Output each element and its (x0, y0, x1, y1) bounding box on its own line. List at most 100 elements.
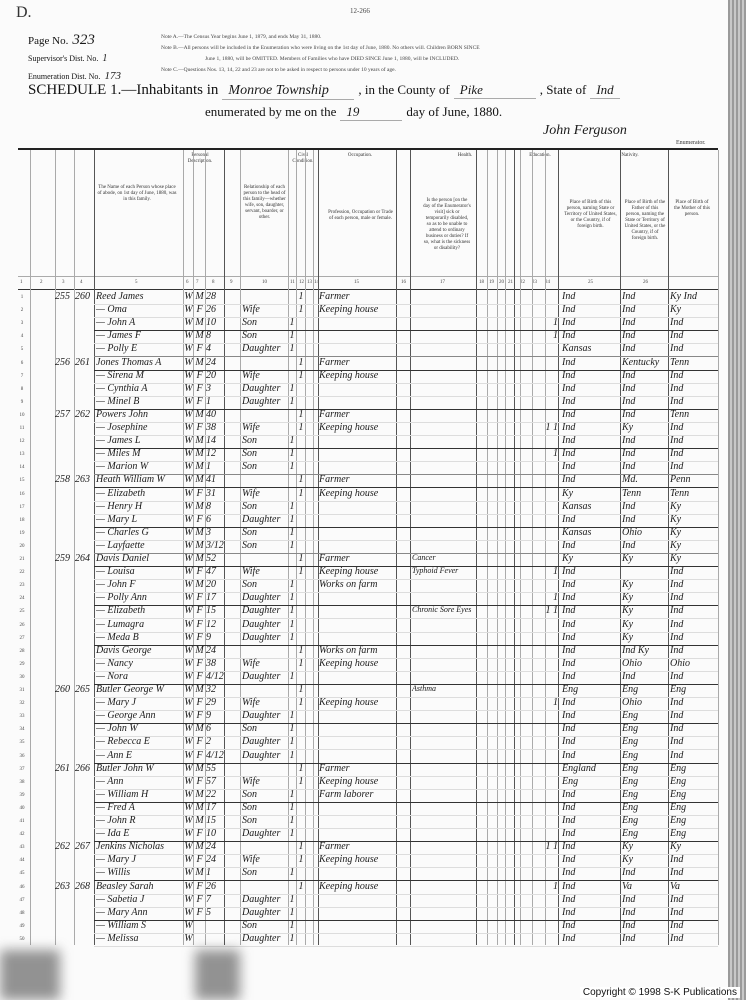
cell-sex: M (195, 291, 204, 302)
cell-color: W (184, 788, 193, 800)
cell-birth: Ind (562, 291, 576, 302)
census-row: 26 — Lumagra W F 12 Daughter 1 Ind Ky Ind (0, 619, 728, 633)
cell-relation: Son (242, 919, 257, 931)
cell-mother: Ind (670, 330, 684, 342)
cell-color: W (184, 369, 193, 381)
cell-father: Eng (622, 749, 639, 761)
cell-name: Butler John W (96, 762, 154, 774)
cell-father: Eng (622, 710, 639, 722)
cell-health: Chronic Sore Eyes (412, 605, 472, 615)
cell-name: — Mary L (96, 513, 138, 525)
cell-sex: M (195, 317, 204, 329)
desc-name: The Name of each Person whose place of a… (97, 185, 177, 202)
column-number: 4 (80, 280, 83, 285)
column-number: 19 (489, 280, 494, 285)
cell-birth: Ind (562, 330, 576, 342)
cell-birth: Ind (562, 932, 576, 944)
cell-name: — Sirena M (96, 369, 144, 381)
cell-age: 3 (206, 382, 211, 394)
cell-relation: Daughter (242, 736, 281, 748)
column-rule (313, 150, 314, 945)
cell-relation: Son (242, 539, 257, 551)
cell-mother: Ky (670, 500, 682, 512)
cell-family: 268 (75, 880, 90, 892)
cell-mother: Ind (670, 644, 684, 656)
cell-birth: Eng (562, 684, 579, 695)
cell-name: Reed James (96, 291, 144, 302)
cell-father: Ky (622, 579, 634, 591)
cell-color: W (184, 657, 193, 669)
cell-name: — Nora (96, 670, 128, 682)
cell-age: 24 (206, 644, 216, 656)
desc-relationship: Relationship of each person to the head … (243, 185, 286, 220)
column-rule (288, 150, 289, 945)
cell-name: — Willis (96, 867, 131, 879)
column-number: 16 (401, 280, 406, 285)
cell-father: Ind (622, 291, 636, 302)
cell-married: 1 (298, 474, 304, 486)
cell-mother: Penn (670, 474, 691, 486)
cell-name: — Nancy (96, 657, 133, 669)
cell-dwelling: 261 (55, 762, 70, 774)
column-number: 8 (212, 280, 215, 285)
cell-line: 45 (19, 871, 25, 877)
cell-sex: M (195, 461, 204, 473)
cell-mother: Ind (670, 605, 684, 617)
cell-father: Ky (622, 841, 634, 853)
schedule-label: SCHEDULE 1.—Inhabitants in (28, 82, 219, 98)
census-row: 28 Davis George W M 24 1 Works on farm Ind Ind K… (0, 644, 728, 659)
cell-age: 14 (206, 435, 216, 447)
cell-age: 9 (206, 631, 211, 643)
census-row: 13 — Miles M W M 12 Son 1 1 Ind Ind Ind (0, 448, 728, 463)
cell-age: 3 (206, 526, 211, 538)
census-row: 29 — Nancy W F 38 Wife 1 Keeping house Ind Ohio Oh… (0, 657, 728, 672)
census-row: 39 — William H W M 22 Son 1 Farm laborer Ind Eng E… (0, 788, 728, 803)
cell-sex: M (195, 684, 204, 695)
cell-birth: Ind (562, 644, 576, 656)
cell-mother: Ky (670, 526, 682, 538)
cell-line: 29 (19, 661, 25, 667)
cell-sex: F (196, 749, 203, 761)
cell-father: Eng (622, 788, 639, 800)
cell-father: Ind (622, 448, 636, 460)
cell-age: 24 (206, 854, 216, 866)
cell-health: Cancer (412, 553, 436, 562)
cell-line: 17 (19, 504, 25, 510)
census-row: 4 — James F W M 8 Son 1 1 Ind Ind Ind (0, 330, 728, 345)
cell-birth: Ind (562, 828, 576, 840)
cell-line: 25 (19, 609, 25, 615)
cell-father: Ky (622, 422, 634, 433)
cell-birth: Ind (562, 566, 576, 578)
row-rule (94, 867, 718, 869)
column-rule (205, 150, 206, 945)
cell-birth: Ind (562, 356, 576, 368)
census-row: 43 262 267 Jenkins Nicholas W M 24 1 Farmer 1 1 In… (0, 841, 728, 856)
cell-color: W (184, 356, 193, 368)
cell-father: Ind (622, 919, 636, 931)
column-rule (305, 150, 306, 945)
cell-name: — Elizabeth (96, 487, 146, 499)
row-divider (94, 566, 718, 567)
row-divider (94, 919, 718, 921)
cell-age: 1 (206, 395, 211, 407)
desc-mother-birthplace: Place of Birth of the Mother of this per… (674, 200, 710, 217)
cell-relation: Wife (242, 566, 260, 578)
cell-age: 1 (206, 867, 211, 879)
column-number: 25 (588, 280, 593, 285)
enumerator-label: Enumerator. (676, 140, 706, 146)
cell-color: W (184, 435, 193, 447)
cell-single: 1 (289, 539, 295, 551)
cell-sex: M (195, 723, 204, 735)
column-rule (183, 150, 184, 945)
cell-color: W (184, 291, 193, 302)
note-b-line1: Note B.—All persons will be included in … (161, 45, 480, 51)
cell-age: 10 (206, 828, 216, 840)
cell-father: Ind (622, 461, 636, 473)
cell-father: Ind (622, 893, 636, 905)
cell-father: Ind (622, 867, 636, 879)
cell-line: 39 (19, 792, 25, 798)
cell-line: 34 (19, 727, 25, 733)
cell-mother: Ind (670, 736, 684, 748)
cell-color: W (184, 723, 193, 735)
cell-relation: Wife (242, 422, 260, 433)
